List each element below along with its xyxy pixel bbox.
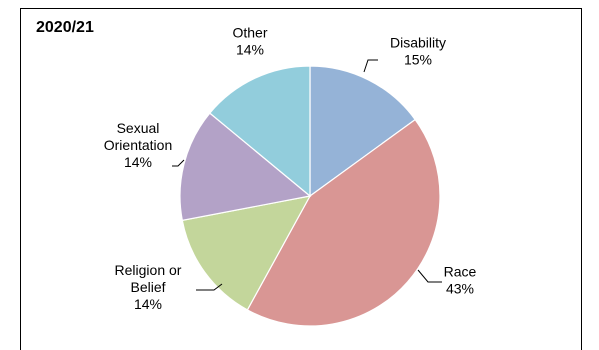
pie-slices (179, 65, 441, 327)
pie-slice-race (246, 118, 441, 327)
slice-labels: Disability 15% Race 43% Religion or Belief 14%… (104, 25, 477, 313)
leader-line-religion-or-belief (196, 283, 223, 291)
leader-line-disability (363, 59, 378, 73)
pie-slice-other (208, 65, 311, 198)
slice-label-race: Race 43% (444, 264, 477, 297)
pie-slice-religion-or-belief (181, 195, 312, 311)
pie-slice-sexual-orientation (179, 112, 312, 222)
slice-label-religion-or-belief: Religion or Belief 14% (115, 262, 182, 312)
leader-line-sexual-orientation (172, 159, 185, 167)
leader-lines (172, 59, 442, 291)
slice-label-other: Other 14% (232, 25, 267, 58)
slice-label-sexual-orientation: Sexual Orientation 14% (104, 120, 172, 170)
slice-label-disability: Disability 15% (390, 35, 446, 68)
pie-slice-disability (309, 65, 417, 198)
chart-title: 2020/21 (36, 19, 94, 36)
leader-line-race (417, 269, 442, 283)
